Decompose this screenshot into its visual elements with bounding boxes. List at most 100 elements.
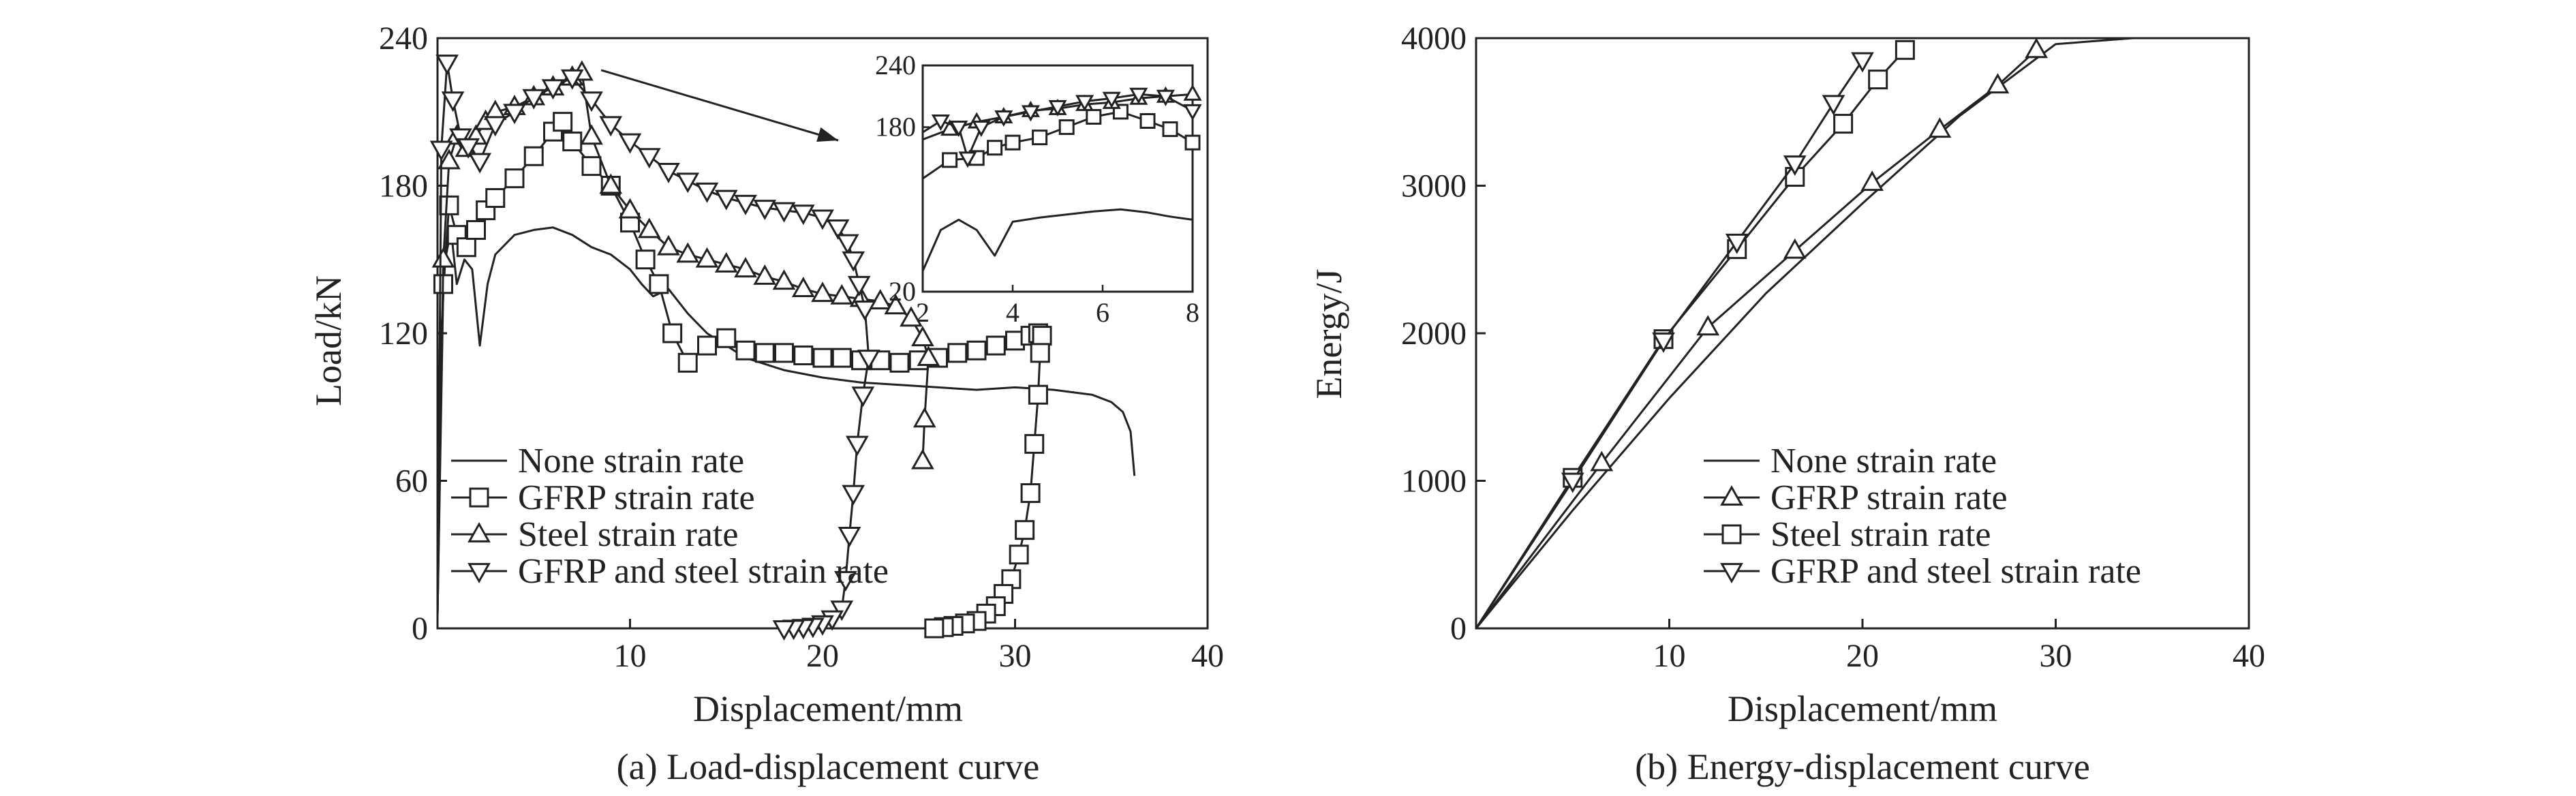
inset-series-gfrp-and-steel-strain-rate bbox=[922, 87, 1202, 168]
series-point bbox=[637, 148, 661, 169]
series-point bbox=[835, 234, 859, 255]
series-point bbox=[714, 189, 738, 211]
inset-pointer-arrowhead bbox=[816, 127, 838, 142]
chart-b-xlabel: Displacement/mm bbox=[1728, 688, 1997, 729]
series-point bbox=[900, 306, 923, 327]
series-point bbox=[441, 91, 465, 112]
y-tick-label: 60 bbox=[395, 463, 428, 500]
series-point bbox=[834, 570, 857, 592]
inset-series-point bbox=[1102, 91, 1121, 108]
series-point bbox=[504, 168, 525, 189]
series-point bbox=[618, 133, 642, 154]
series-point bbox=[439, 195, 459, 215]
series-point bbox=[429, 140, 453, 162]
series-point bbox=[1833, 114, 1854, 134]
series-point bbox=[889, 352, 910, 373]
series-point bbox=[1561, 472, 1584, 493]
series-point bbox=[1020, 483, 1041, 504]
inset-series-point bbox=[1048, 99, 1067, 117]
legend-label: GFRP strain rate bbox=[518, 478, 755, 517]
inset-series-point bbox=[1005, 134, 1021, 151]
series-point bbox=[812, 348, 833, 368]
inset-series-point bbox=[931, 114, 950, 132]
series-point bbox=[811, 209, 834, 230]
series-point bbox=[599, 173, 623, 194]
series-point bbox=[677, 352, 698, 373]
load-displacement-chart: Load/kN Displacement/mm (a) Load-displac… bbox=[308, 20, 1224, 787]
series-point bbox=[924, 618, 945, 639]
series-point bbox=[826, 219, 850, 240]
series-point bbox=[847, 275, 871, 296]
series-point bbox=[560, 69, 584, 90]
series-point bbox=[753, 200, 777, 220]
inset-series-point bbox=[1156, 89, 1175, 106]
x-tick-label: 10 bbox=[614, 638, 647, 674]
series-point bbox=[695, 182, 719, 203]
inset-series-point bbox=[1075, 95, 1094, 112]
series-point bbox=[1822, 95, 1845, 116]
inset-series-point bbox=[1139, 112, 1156, 129]
series-point bbox=[1009, 545, 1029, 565]
series-point bbox=[714, 251, 738, 273]
inset-series-point bbox=[1086, 108, 1102, 125]
legend-label: None strain rate bbox=[518, 442, 744, 480]
series-point bbox=[830, 600, 854, 622]
series-gfrp-strain-rate bbox=[1475, 37, 2049, 629]
series-point bbox=[649, 274, 669, 294]
series-point bbox=[457, 138, 480, 159]
inset-x-tick-label: 2 bbox=[916, 297, 930, 328]
series-point bbox=[1015, 520, 1035, 540]
series-point bbox=[868, 289, 892, 309]
series-point bbox=[842, 485, 865, 506]
series-point bbox=[911, 448, 934, 470]
inset-series-point bbox=[1058, 119, 1075, 136]
series-point bbox=[1928, 117, 1952, 138]
series-point bbox=[913, 407, 936, 428]
series-point bbox=[485, 188, 506, 209]
inset-series-point bbox=[1184, 134, 1201, 151]
series-point bbox=[1032, 326, 1052, 346]
series-point bbox=[657, 162, 680, 183]
legend-label: Steel strain rate bbox=[518, 515, 738, 554]
inset-series-point bbox=[987, 140, 1003, 156]
inset-series-point bbox=[940, 119, 960, 136]
legend-label: GFRP and steel strain rate bbox=[1770, 552, 2141, 591]
series-point bbox=[1030, 343, 1050, 363]
series-point bbox=[716, 328, 737, 348]
series-point bbox=[503, 104, 526, 125]
inset-x-tick-label: 6 bbox=[1096, 297, 1109, 328]
series-point bbox=[2025, 37, 2049, 59]
series-point bbox=[772, 620, 796, 641]
series-point bbox=[1783, 238, 1807, 259]
series-point bbox=[791, 204, 815, 226]
series-point bbox=[917, 346, 940, 366]
inset-series-point bbox=[994, 110, 1013, 127]
series-point bbox=[772, 269, 796, 290]
legend-label: Steel strain rate bbox=[1770, 515, 1991, 554]
series-gfrp-and-steel-strain-rate bbox=[1475, 52, 1874, 629]
series-point bbox=[1028, 384, 1048, 405]
series-gfrp-and-steel-strain-rate bbox=[429, 55, 880, 641]
series-point bbox=[657, 234, 680, 256]
series-point bbox=[842, 251, 865, 272]
inset-x-tick-label: 8 bbox=[1186, 297, 1199, 328]
x-tick-label: 20 bbox=[1846, 638, 1879, 674]
legend-label: GFRP strain rate bbox=[1770, 478, 2008, 517]
inset-series-point bbox=[1183, 104, 1202, 121]
series-point bbox=[1024, 433, 1045, 454]
inset-series-point bbox=[949, 121, 968, 138]
legend-marker bbox=[1721, 524, 1742, 545]
y-tick-label: 2000 bbox=[1401, 316, 1467, 352]
series-point bbox=[753, 264, 777, 285]
legend-marker bbox=[469, 487, 489, 508]
series-point bbox=[1860, 170, 1884, 192]
inset-series-point bbox=[958, 151, 977, 168]
series-point bbox=[1986, 73, 2010, 94]
series-point bbox=[541, 79, 565, 100]
inset-series-none-strain-rate bbox=[921, 208, 1193, 272]
series-point bbox=[635, 249, 656, 270]
series-point bbox=[1725, 233, 1749, 254]
inset-series-line bbox=[921, 208, 1193, 272]
legend-marker bbox=[1720, 485, 1743, 506]
